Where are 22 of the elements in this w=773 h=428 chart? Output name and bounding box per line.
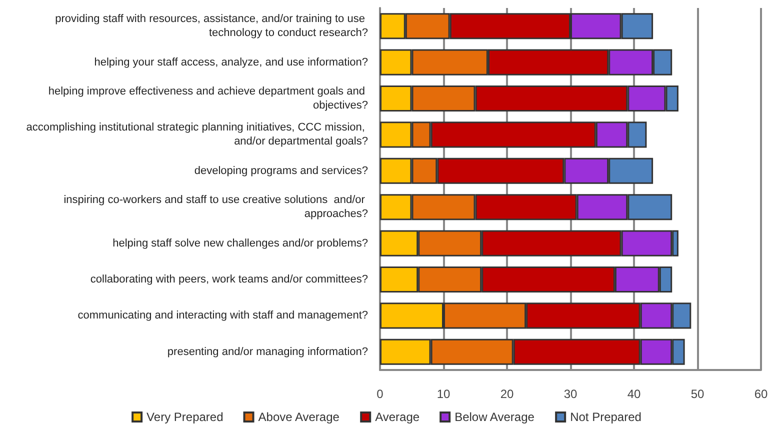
y-tick-label: providing staff with resources, assistance, and/or training to use technology to conduct research? <box>55 13 368 40</box>
x-tick-label: 50 <box>690 387 704 401</box>
x-tick-label: 30 <box>564 387 578 401</box>
y-tick-label: accomplishing institutional strategic planning initiatives, CCC mission, and/or departmental goals? <box>26 122 368 148</box>
y-tick-label: inspiring co-workers and staff to use creative solutions and/or approaches? <box>64 194 368 220</box>
x-tick-label: 0 <box>376 387 384 401</box>
y-tick-label: collaborating with peers, work teams and/or committees? <box>90 274 368 286</box>
x-tick-label: 60 <box>754 387 768 401</box>
legend-label: Not Prepared <box>570 410 642 424</box>
x-tick-label: 40 <box>627 387 641 401</box>
legend-label: Very Prepared <box>146 410 224 424</box>
x-tick-label: 20 <box>500 387 514 401</box>
y-tick-label: helping improve effectiveness and achieve department goals and objectives? <box>48 86 368 112</box>
y-tick-label: helping staff solve new challenges and/or problems? <box>112 237 368 250</box>
legend-label: Above Average <box>258 410 340 424</box>
legend-label: Below Average <box>454 410 535 424</box>
y-tick-label: developing programs and services? <box>194 164 368 177</box>
x-tick-label: 10 <box>436 387 450 401</box>
y-tick-label: helping your staff access, analyze, and use information? <box>94 56 368 68</box>
y-tick-label: presenting and/or managing information? <box>167 346 368 358</box>
y-tick-label: communicating and interacting with staff and management? <box>78 310 368 322</box>
legend-label: Average <box>375 410 420 424</box>
